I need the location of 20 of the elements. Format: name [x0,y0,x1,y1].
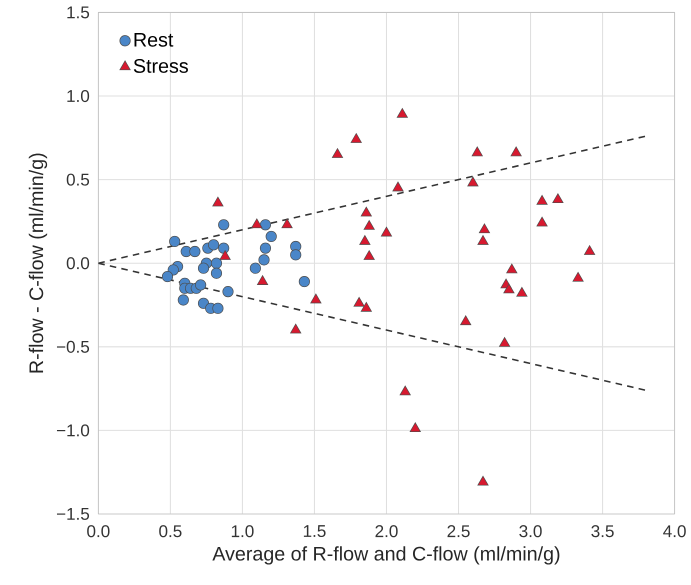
y-tick-label: 0.0 [66,257,90,270]
x-tick-label: 0.0 [87,525,110,538]
x-tick-label: 1.5 [304,525,326,538]
y-tick-label: −1.5 [56,508,90,520]
y-tick-label: −1.0 [56,424,90,437]
y-tick-label: 1.0 [67,90,90,102]
legend-label: Stress [134,59,188,74]
x-tick-label: 3.5 [591,525,614,538]
x-tick-label: 1.0 [232,525,254,538]
y-axis-title: R-flow - C-flow (ml/min/g) [28,154,48,373]
y-tick-label: 1.5 [67,6,90,18]
x-tick-label: 2.5 [448,525,470,538]
y-tick-label: −0.5 [56,340,90,353]
x-axis-title: Average of R-flow and C-flow (ml/min/g) [212,546,560,565]
x-tick-label: 4.0 [663,525,686,538]
x-tick-label: 2.0 [375,525,398,538]
x-tick-label: 3.0 [519,525,542,538]
x-tick-label: 0.5 [159,525,182,538]
y-tick-label: 0.5 [66,174,90,186]
legend-label: Rest [134,33,174,47]
